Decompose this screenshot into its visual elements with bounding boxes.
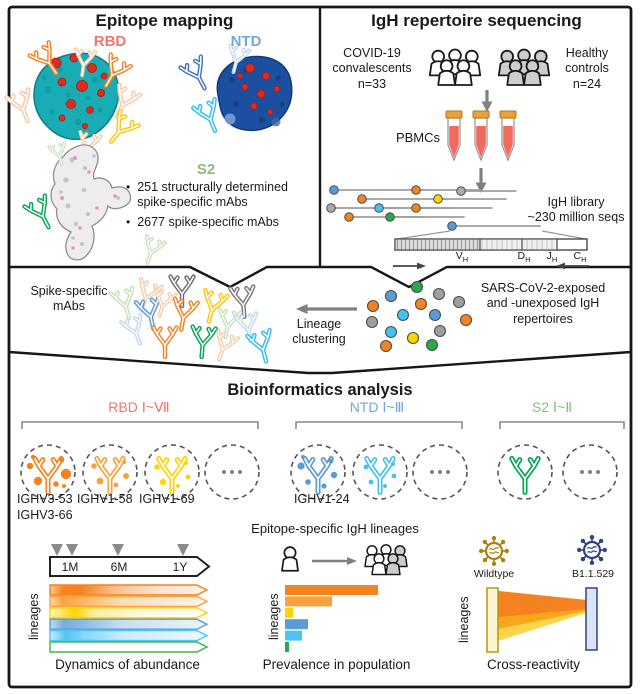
- spike-mabs-label: Spike-specific mAbs: [30, 284, 108, 314]
- antibody-icon: [154, 328, 177, 358]
- covid-people-group-icon: [428, 48, 482, 86]
- bioinformatics-title: Bioinformatics analysis: [227, 381, 413, 399]
- antibody-icon: [119, 313, 152, 350]
- s2-label: S2: [196, 161, 216, 178]
- jh-segment-label: JH: [546, 250, 558, 265]
- frame-lines: [7, 5, 633, 689]
- epitope-lineages-caption: Epitope-specific IgH lineages: [251, 521, 419, 536]
- healthy-n-count: n=24: [572, 76, 602, 91]
- antibody-icon: [97, 458, 123, 492]
- antibody-icon: [159, 458, 185, 492]
- ighv3-66-label: IGHV3-66: [17, 508, 73, 522]
- prevalence-chart: [281, 544, 408, 652]
- ntd-epitope-patches: [237, 63, 281, 116]
- antibody-icon: [512, 458, 538, 492]
- timeline-arrow: [49, 556, 211, 577]
- dynamics-chart: [49, 544, 211, 653]
- ntd-group-label: NTD Ⅰ~Ⅲ: [349, 399, 405, 415]
- ntd-bracket: [295, 421, 463, 429]
- antibody-icon: [190, 327, 215, 358]
- variant-lineage-bar: [585, 587, 598, 651]
- antibody-icon: [367, 458, 393, 492]
- s2-bracket: [499, 421, 625, 429]
- rbd-label: RBD: [93, 33, 127, 50]
- notched-band-top: [9, 265, 631, 289]
- wildtype-lineage-bar: [486, 587, 499, 653]
- band-bottom-chevron: [8, 350, 632, 375]
- timeline-tick-6m: 6M: [110, 560, 128, 574]
- timeline-tick-1y: 1Y: [172, 560, 188, 574]
- igh-library-label: IgH library ~230 million seqs: [527, 195, 625, 225]
- covid-group-label: COVID-19 convalescents n=33: [319, 46, 425, 92]
- group-brackets: [21, 421, 625, 429]
- antibody-icon: [181, 57, 215, 94]
- prevalence-y-axis-label: lineages: [267, 593, 281, 640]
- rbd-epitope-patches: [50, 53, 108, 130]
- arrow-right-icon: [312, 557, 357, 565]
- bullet-item: 251 structurally determined spike-specif…: [126, 180, 318, 210]
- ch-segment-label: CH: [573, 250, 587, 265]
- cross-reactivity-caption: Cross-reactivity: [486, 657, 580, 672]
- dh-segment-label: DH: [517, 250, 531, 265]
- s2-structure: [50, 144, 132, 261]
- primer-arrows: [393, 262, 589, 270]
- sequencing-reads: [326, 185, 541, 231]
- ntd-structure: [216, 55, 293, 131]
- wildtype-label: Wildtype: [473, 568, 515, 580]
- ighv1-69-label: IGHV1-69: [139, 492, 195, 506]
- ntd-label: NTD: [230, 33, 262, 50]
- lineage-circle-contents: [26, 454, 600, 493]
- timeline-tick-1m: 1M: [61, 560, 79, 574]
- wildtype-virus-icon: [477, 534, 511, 568]
- repertoires-label: SARS-CoV-2-exposed and -unexposed IgH re…: [480, 281, 606, 326]
- person-icon: [281, 546, 299, 572]
- ellipsis-icon: [222, 470, 600, 474]
- antibody-icon: [305, 458, 331, 492]
- antibody-icon: [136, 234, 167, 268]
- ighv1-24-label: IGHV1-24: [294, 492, 350, 506]
- prevalence-bars: [285, 585, 378, 652]
- ighv3-53-label: IGHV3-53: [17, 492, 73, 506]
- arrow-left-icon: [296, 304, 357, 314]
- igh-panel-title: IgH repertoire sequencing: [371, 11, 582, 30]
- vdjc-gene-bar: [393, 230, 589, 270]
- healthy-group-label: Healthy controls n=24: [536, 46, 638, 92]
- antibody-icon: [35, 458, 61, 492]
- covid-n-count: n=33: [357, 76, 387, 91]
- cross-reactivity-chart: [477, 533, 609, 653]
- dynamics-y-axis-label: lineages: [27, 593, 41, 640]
- epitope-panel-title: Epitope mapping: [95, 11, 234, 30]
- rbd-group-label: RBD Ⅰ~Ⅶ: [108, 399, 170, 415]
- repertoire-dots-cluster: [365, 280, 473, 353]
- variant-label: B1.1.529: [571, 568, 615, 580]
- variant-virus-icon: [575, 533, 609, 567]
- arrow-down-icon: [481, 90, 493, 112]
- cross-reactivity-y-axis-label: lineages: [457, 596, 471, 643]
- blood-tubes-icon: [445, 110, 517, 162]
- lineage-clustering-label: Lineage clustering: [292, 317, 346, 347]
- timepoint-markers: [51, 544, 189, 556]
- rbd-structure: [33, 52, 120, 141]
- ighv1-58-label: IGHV1-58: [77, 492, 133, 506]
- s2-group-label: S2 Ⅰ~Ⅱ: [531, 399, 573, 415]
- spike-mabs-cluster: [111, 277, 277, 365]
- lineage-circles: [20, 444, 618, 500]
- s2-epitope-patches: [60, 156, 117, 250]
- arrow-down-icon: [475, 168, 487, 193]
- vh-segment-label: VH: [455, 250, 469, 265]
- bullet-item: 2677 spike-specific mAbs: [126, 215, 318, 230]
- population-group-icon: [364, 544, 408, 576]
- dynamics-caption: Dynamics of abundance: [55, 657, 200, 672]
- prevalence-caption: Prevalence in population: [262, 657, 411, 672]
- antibody-icon: [207, 329, 240, 366]
- rbd-bracket: [21, 421, 259, 429]
- mab-count-bullets: 251 structurally determined spike-specif…: [126, 180, 318, 234]
- pbmcs-label: PBMCs: [395, 130, 440, 145]
